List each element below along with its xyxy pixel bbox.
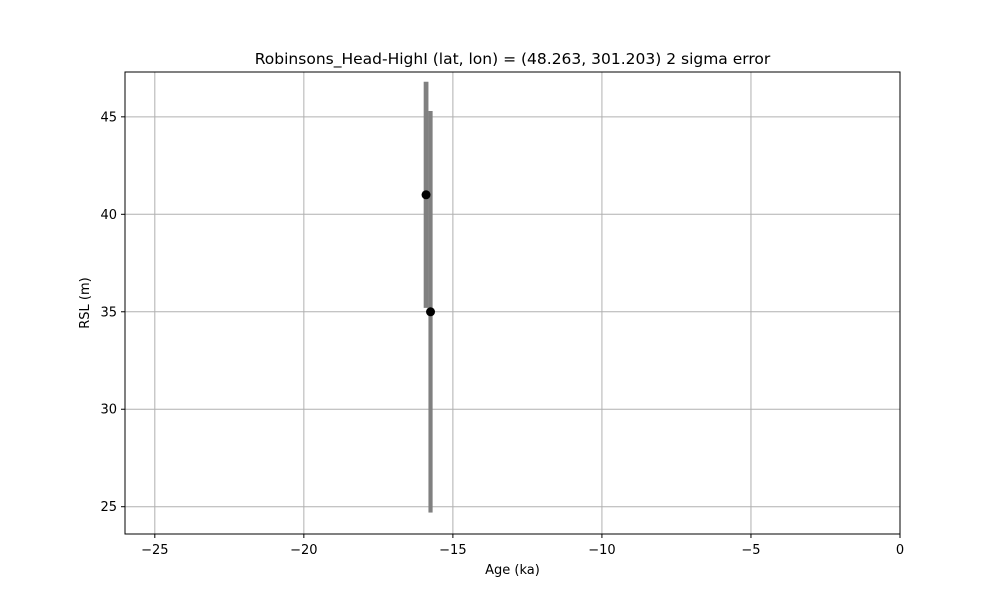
y-axis-label: RSL (m) <box>78 277 93 328</box>
x-tick-label: −15 <box>439 543 466 558</box>
x-axis-ticks: −25 −20 −15 −10 −5 0 <box>141 534 904 558</box>
y-axis-ticks: 25 30 35 40 45 <box>100 110 125 515</box>
y-tick-label: 45 <box>100 110 117 125</box>
data-points <box>421 190 436 317</box>
x-tick-label: 0 <box>896 543 904 558</box>
data-point <box>426 307 436 317</box>
error-bars <box>423 81 433 513</box>
x-tick-label: −25 <box>141 543 168 558</box>
x-tick-label: −20 <box>290 543 317 558</box>
y-tick-label: 25 <box>100 500 117 515</box>
plot-frame <box>124 71 901 535</box>
x-tick-label: −5 <box>741 543 760 558</box>
x-axis-label: Age (ka) <box>485 563 540 578</box>
chart-title: Robinsons_Head-HighI (lat, lon) = (48.26… <box>255 50 771 69</box>
x-tick-label: −10 <box>588 543 615 558</box>
y-tick-label: 30 <box>100 403 117 418</box>
y-tick-label: 35 <box>100 305 117 320</box>
y-tick-label: 40 <box>100 208 117 223</box>
data-point <box>421 190 431 200</box>
grid-layer <box>125 72 901 534</box>
